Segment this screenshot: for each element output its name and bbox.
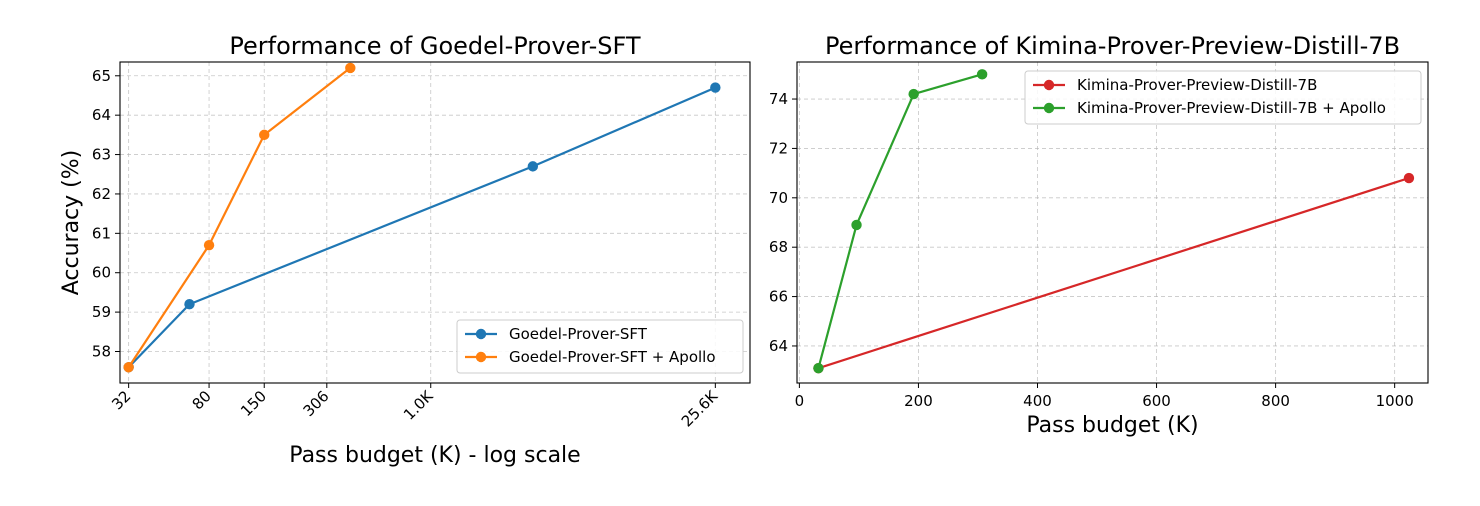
data-point — [851, 219, 862, 231]
y-tick-label: 70 — [769, 189, 788, 207]
x-tick-label: 25.6K — [678, 386, 722, 430]
y-tick-label: 68 — [769, 238, 788, 256]
legend-swatch-marker — [1043, 79, 1055, 91]
chart-title: Performance of Kimina-Prover-Preview-Dis… — [825, 32, 1400, 60]
data-point — [345, 62, 356, 74]
y-axis-label: Accuracy (%) — [59, 150, 84, 296]
data-point — [184, 299, 195, 310]
y-tick-label: 59 — [92, 303, 111, 321]
x-tick-label: 32 — [108, 387, 134, 413]
y-tick-label: 62 — [92, 185, 111, 203]
legend: Kimina-Prover-Preview-Distill-7B Kimina-P… — [1024, 70, 1422, 125]
legend-swatch-marker — [475, 328, 487, 340]
y-tick-label: 58 — [92, 342, 111, 360]
data-point — [123, 362, 134, 373]
y-tick-label: 66 — [769, 288, 788, 306]
legend-box — [456, 319, 744, 374]
legend: Goedel-Prover-SFT Goedel-Prover-SFT + Apo… — [456, 319, 744, 374]
y-tick-label: 63 — [92, 146, 111, 164]
data-point — [259, 129, 270, 141]
series-line — [818, 177, 1410, 370]
x-tick-label: 1.0K — [400, 386, 437, 423]
x-tick-label: 80 — [189, 387, 215, 413]
grid-lines — [120, 62, 750, 383]
x-tick-label: 800 — [1261, 392, 1290, 410]
series-1 — [123, 62, 356, 373]
data-point — [908, 88, 919, 100]
y-tick-label: 74 — [769, 90, 788, 108]
x-tick-label: 150 — [237, 387, 270, 420]
data-point — [813, 362, 824, 374]
x-axis-label: Pass budget (K) — [1026, 413, 1198, 438]
legend-entry: Kimina-Prover-Preview-Distill-7B + Apoll… — [1077, 99, 1386, 117]
data-point — [1403, 172, 1415, 184]
x-tick-label: 306 — [300, 387, 333, 420]
plot-frame — [796, 61, 1429, 384]
y-tick-label: 64 — [769, 337, 788, 355]
y-tick-label: 60 — [92, 264, 111, 282]
chart-title: Performance of Goedel-Prover-SFT — [229, 32, 641, 60]
plot-frame — [119, 61, 751, 384]
x-tick-label: 0 — [795, 392, 805, 410]
series-1 — [813, 69, 988, 374]
series-0 — [813, 172, 1415, 374]
kimina-chart-panel: 0 200 400 600 800 1000 64 66 68 70 72 74 Performance… — [769, 32, 1429, 438]
legend-entry: Kimina-Prover-Preview-Distill-7B — [1077, 76, 1317, 94]
y-tick-label: 64 — [92, 106, 111, 124]
data-point — [203, 239, 215, 251]
legend-entry: Goedel-Prover-SFT + Apollo — [509, 348, 716, 366]
legend-entry: Goedel-Prover-SFT — [509, 325, 648, 343]
legend-box — [1024, 70, 1422, 125]
goedel-chart-panel: 32 80 150 306 1.0K 25.6K 58 59 60 61 62 63 64 65 Perfo… — [59, 32, 751, 468]
series-line — [817, 73, 983, 369]
legend-swatch-marker — [1043, 102, 1055, 114]
x-tick-label: 1000 — [1376, 392, 1414, 410]
data-point — [527, 161, 539, 172]
x-axis-label: Pass budget (K) - log scale — [289, 443, 580, 468]
data-point — [710, 82, 721, 93]
y-tick-label: 61 — [92, 224, 111, 242]
series-line — [127, 86, 716, 369]
x-tick-label: 600 — [1142, 392, 1171, 410]
y-tick-label: 72 — [769, 139, 788, 157]
x-tick-label: 200 — [904, 392, 933, 410]
data-point — [976, 69, 988, 80]
series-line — [127, 67, 351, 368]
y-tick-label: 65 — [92, 67, 111, 85]
legend-swatch-marker — [475, 351, 487, 363]
x-tick-label: 400 — [1023, 392, 1052, 410]
